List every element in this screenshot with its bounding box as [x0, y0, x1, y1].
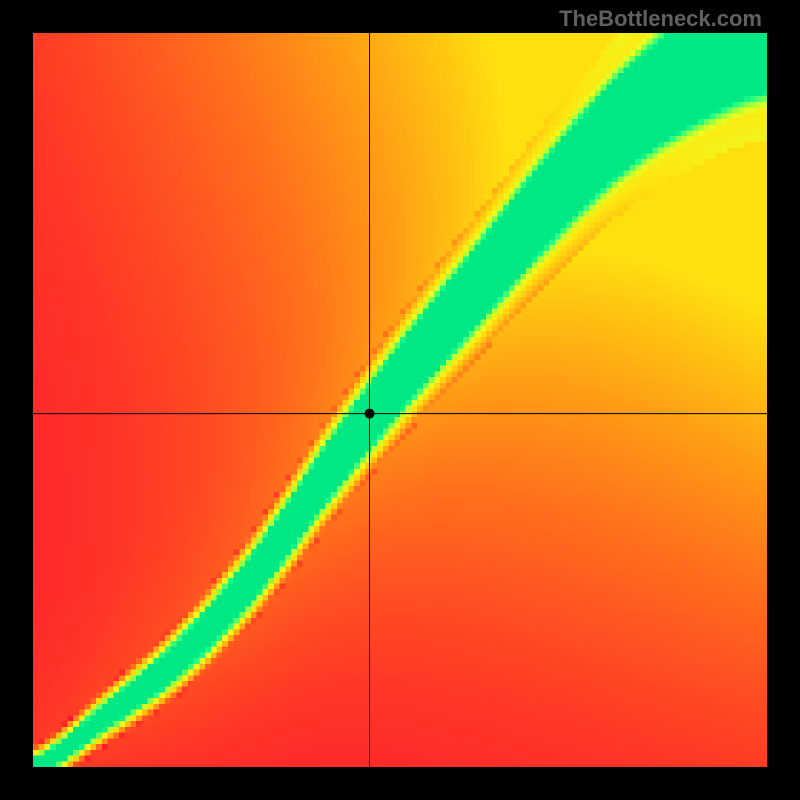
chart-container: TheBottleneck.com — [0, 0, 800, 800]
watermark-text: TheBottleneck.com — [559, 6, 762, 32]
heatmap-canvas — [33, 33, 767, 767]
